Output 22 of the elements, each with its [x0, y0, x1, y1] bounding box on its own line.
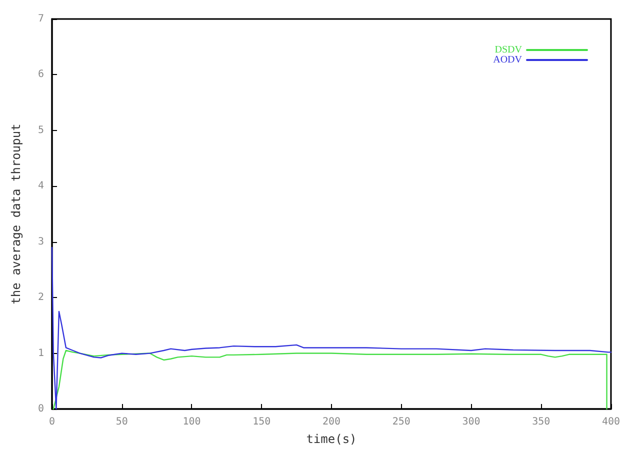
- y-axis-title: the average data throuput: [9, 124, 23, 304]
- x-tick-label: 50: [116, 416, 128, 428]
- line-series: [52, 350, 608, 410]
- y-tick-label: 7: [38, 14, 44, 24]
- y-tick-label: 3: [38, 236, 44, 248]
- x-tick-label: 200: [322, 416, 341, 428]
- y-tick-label: 4: [38, 180, 44, 192]
- x-axis-title: time(s): [306, 432, 357, 446]
- x-tick-label: 100: [182, 416, 201, 428]
- x-tick-label: 350: [532, 416, 550, 428]
- y-tick-label: 5: [38, 124, 44, 136]
- y-tick-label: 1: [38, 348, 44, 359]
- y-tick-label: 2: [38, 292, 44, 304]
- x-tick-label: 0: [48, 416, 56, 428]
- x-tick-label: 400: [602, 416, 620, 428]
- x-tick-label: 300: [462, 416, 480, 428]
- x-tick-label: 150: [252, 416, 271, 428]
- x-tick-label: 250: [392, 416, 410, 428]
- text: AODV: [493, 54, 523, 66]
- y-tick-label: 0: [38, 404, 44, 414]
- y-tick-label: 6: [38, 69, 44, 80]
- text: DSDV: [494, 44, 523, 56]
